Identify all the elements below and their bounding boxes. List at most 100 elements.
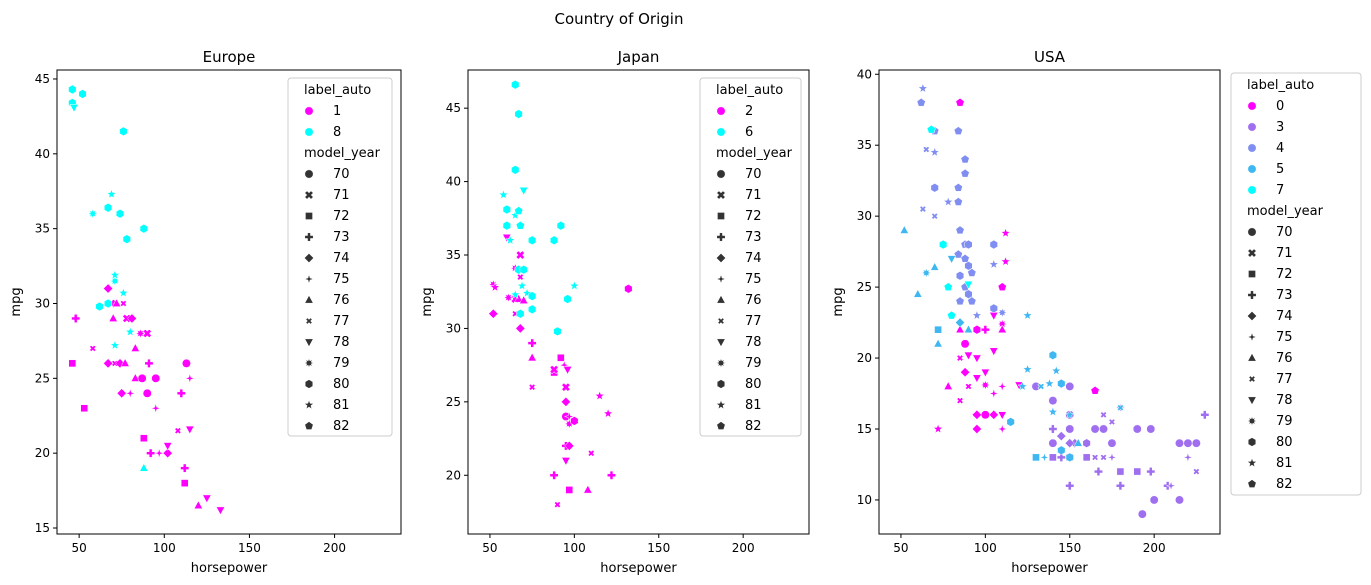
panel-europe: Europe 50 100 150 200 15 20 25 30 35 40 45 horsepowe… [9, 48, 402, 576]
data-point [130, 343, 140, 352]
data-point [1175, 438, 1184, 448]
data-point [80, 404, 89, 413]
data-point [933, 338, 943, 348]
legend-hue-marker [1247, 101, 1257, 111]
y-tick-label: 40 [446, 175, 461, 189]
legend-hue-marker [716, 106, 726, 116]
scatter-points [899, 82, 1210, 519]
scatter-points [68, 84, 226, 516]
x-tick-label: 150 [238, 541, 261, 555]
data-point [1099, 453, 1108, 461]
plot-frame [878, 69, 1221, 535]
data-point [162, 448, 173, 459]
data-point [109, 275, 121, 287]
data-point [519, 295, 529, 304]
data-point [163, 442, 173, 451]
data-point [1000, 227, 1011, 238]
data-point [124, 387, 136, 399]
data-point [1116, 467, 1125, 476]
data-point [549, 470, 559, 480]
data-point [913, 289, 923, 298]
y-tick-label: 30 [446, 321, 461, 335]
data-point [1133, 467, 1142, 476]
x-tick-label: 150 [647, 541, 670, 555]
legend-style-marker [717, 212, 725, 220]
y-tick-label: 45 [446, 101, 461, 115]
data-point [1047, 406, 1059, 417]
data-point [1165, 480, 1177, 492]
data-point [1065, 381, 1075, 391]
legend-style-label: 81 [1276, 456, 1293, 471]
panel-title: USA [1034, 48, 1066, 66]
data-point [989, 347, 999, 357]
data-point [185, 425, 195, 435]
y-axis-label: mpg [420, 287, 435, 316]
data-point [130, 373, 140, 382]
data-point [1032, 453, 1040, 462]
y-tick-label: 25 [857, 280, 872, 294]
data-point [967, 296, 977, 306]
data-point [1038, 451, 1050, 463]
legend-hue-title: label_auto [716, 83, 783, 98]
legend-style-marker [1247, 352, 1257, 362]
data-point [519, 265, 528, 275]
data-point [180, 463, 190, 473]
data-point [1044, 378, 1055, 389]
data-point [997, 411, 1007, 420]
data-point [569, 280, 580, 291]
data-point [87, 208, 99, 220]
data-point [926, 124, 936, 134]
x-axis-label: horsepower [600, 561, 677, 576]
legend-style-marker [304, 232, 314, 242]
legend-style-marker [1247, 311, 1257, 321]
legend-style-marker [1248, 375, 1256, 383]
data-point [960, 367, 971, 378]
legend-frame [1230, 72, 1362, 496]
legend-hue-marker [1247, 164, 1257, 174]
legend-hue-marker [304, 106, 314, 116]
data-point [1048, 350, 1057, 360]
data-point [955, 324, 965, 334]
legend-style-marker [1247, 437, 1257, 447]
legend-style-marker [304, 379, 314, 389]
data-point [1065, 481, 1075, 491]
data-point [122, 234, 131, 244]
x-tick-label: 150 [1058, 541, 1081, 555]
data-point [1049, 453, 1057, 462]
data-point [150, 402, 162, 414]
data-point [78, 89, 87, 99]
legend-hue-label: 8 [333, 125, 341, 140]
data-point [587, 449, 595, 457]
legend-style-marker [716, 253, 726, 263]
data-point [955, 225, 965, 235]
data-point [1073, 438, 1083, 447]
data-point [562, 366, 573, 375]
x-tick-label: 200 [732, 541, 755, 555]
data-point [553, 501, 562, 509]
data-point [939, 239, 948, 250]
data-point [109, 269, 121, 280]
legend-style-label: 78 [333, 335, 350, 350]
data-point [1057, 378, 1066, 389]
data-point [943, 282, 953, 291]
data-point [922, 145, 930, 154]
legend-hue-label: 1 [333, 104, 341, 119]
data-point [89, 344, 97, 352]
data-point [960, 168, 970, 178]
legend-style-label: 76 [745, 293, 762, 308]
legend-marker-title: model_year [1247, 204, 1324, 219]
legend-style-label: 70 [745, 167, 762, 182]
data-point [515, 323, 526, 334]
data-point [1048, 396, 1058, 406]
data-point [989, 303, 998, 314]
legend-style-label: 74 [333, 251, 350, 266]
x-axis-label: horsepower [1011, 561, 1088, 576]
data-point [964, 289, 973, 299]
data-point [553, 326, 562, 337]
data-point [1090, 385, 1100, 395]
data-point [1137, 509, 1147, 519]
data-point [556, 220, 565, 231]
x-tick-label: 200 [323, 541, 346, 555]
data-point [515, 250, 525, 260]
legend-style-marker [715, 273, 727, 285]
